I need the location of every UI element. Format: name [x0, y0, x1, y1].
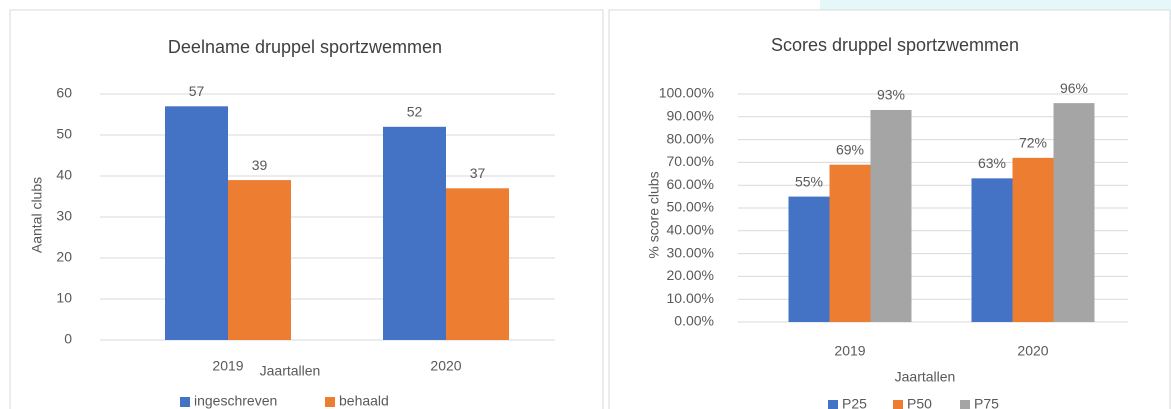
- bar: [829, 164, 871, 322]
- y-tick-label: 40.00%: [667, 222, 714, 238]
- bar: [165, 106, 228, 340]
- data-label: 96%: [1060, 80, 1088, 96]
- bar: [870, 109, 912, 323]
- chart-title: Deelname druppel sportzwemmen: [168, 37, 442, 57]
- bar: [228, 180, 291, 340]
- legend-label: ingeschreven: [194, 393, 277, 409]
- data-label: 57: [189, 83, 205, 99]
- y-tick-label: 0.00%: [674, 313, 714, 329]
- y-tick-label: 10: [56, 290, 72, 306]
- y-tick-label: 20: [56, 249, 72, 265]
- data-label: 55%: [795, 173, 823, 189]
- x-tick-label: 2020: [430, 358, 461, 374]
- y-tick-label: 50: [56, 126, 72, 142]
- legend-label: P50: [907, 396, 932, 409]
- bar: [971, 178, 1013, 322]
- y-axis-label: Aantal clubs: [29, 177, 45, 253]
- legend-swatch: [960, 400, 970, 409]
- y-tick-label: 70.00%: [667, 153, 714, 169]
- y-tick-label: 30: [56, 208, 72, 224]
- data-label: 39: [252, 157, 268, 173]
- legend-swatch: [828, 400, 838, 409]
- y-tick-label: 60.00%: [667, 176, 714, 192]
- panel: [9, 9, 604, 409]
- legend-label: behaald: [339, 393, 389, 409]
- data-label: 69%: [836, 141, 864, 157]
- data-label: 93%: [877, 87, 905, 103]
- x-axis-label: Jaartallen: [895, 369, 956, 385]
- y-tick-label: 90.00%: [667, 108, 714, 124]
- x-axis-label: Jaartallen: [260, 363, 321, 379]
- bar: [1012, 157, 1054, 322]
- bar: [1053, 103, 1095, 323]
- y-tick-label: 20.00%: [667, 267, 714, 283]
- bar: [383, 126, 446, 340]
- x-tick-label: 2019: [834, 343, 865, 359]
- bar: [446, 188, 509, 340]
- legend-swatch: [893, 400, 903, 409]
- y-tick-label: 10.00%: [667, 290, 714, 306]
- legend-label: P75: [974, 396, 999, 409]
- y-tick-label: 30.00%: [667, 244, 714, 260]
- x-tick-label: 2019: [212, 358, 243, 374]
- y-tick-label: 60: [56, 85, 72, 101]
- y-axis-label: % score clubs: [646, 171, 662, 258]
- bar: [788, 196, 830, 322]
- legend-swatch: [180, 397, 190, 407]
- data-label: 63%: [978, 155, 1006, 171]
- chart-title: Scores druppel sportzwemmen: [771, 35, 1019, 55]
- y-tick-label: 50.00%: [667, 199, 714, 215]
- legend-label: P25: [842, 396, 867, 409]
- y-tick-label: 80.00%: [667, 130, 714, 146]
- data-label: 37: [470, 165, 486, 181]
- y-tick-label: 100.00%: [659, 85, 714, 101]
- y-tick-label: 0: [64, 331, 72, 347]
- y-tick-label: 40: [56, 167, 72, 183]
- x-tick-label: 2020: [1017, 343, 1048, 359]
- data-label: 72%: [1019, 135, 1047, 151]
- legend-swatch: [325, 397, 335, 407]
- data-label: 52: [407, 104, 423, 120]
